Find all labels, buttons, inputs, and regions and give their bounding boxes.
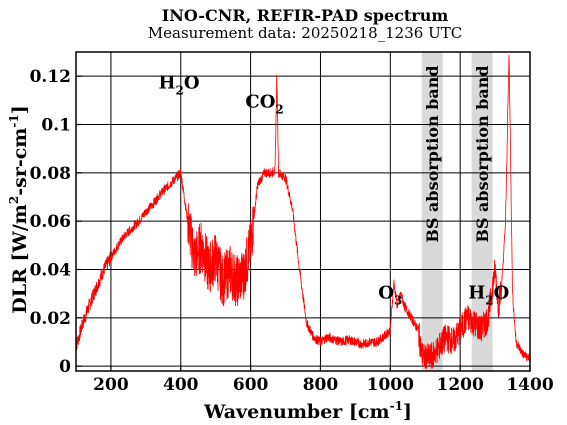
band-label-1: BS absorption band: [423, 65, 442, 242]
band-label-2: BS absorption band: [473, 65, 492, 242]
annotation-4: H2O: [468, 283, 509, 308]
bands-layer: [421, 52, 493, 371]
annotation-2: CO2: [245, 92, 283, 117]
y-tick-label: 0: [59, 357, 71, 377]
x-tick-label: 400: [163, 375, 199, 395]
y-tick-label: 0.04: [30, 261, 72, 281]
x-tick-label: 600: [233, 375, 269, 395]
annotation-1: H2O: [158, 72, 199, 97]
absorption-band-2: [471, 52, 493, 371]
x-tick-label: 1400: [506, 375, 553, 395]
annotation-3: O3: [378, 283, 402, 308]
x-tick-label: 1200: [436, 375, 483, 395]
chart-subtitle: Measurement data: 20250218_1236 UTC: [147, 24, 463, 42]
band-labels-layer: BS absorption band BS absorption band: [423, 65, 492, 242]
y-tick-label: 0.1: [41, 116, 71, 136]
spectrum-series-1: [75, 54, 531, 369]
plot-frame: [75, 51, 531, 372]
x-tick-label: 200: [93, 375, 129, 395]
y-axis-label: DLR [W/m2-sr-cm-1]: [7, 105, 31, 313]
y-tick-label: 0.06: [30, 212, 71, 232]
x-tick-label: 800: [303, 375, 339, 395]
x-axis-label: Wavenumber [cm-1]: [203, 399, 412, 423]
chart-title: INO-CNR, REFIR-PAD spectrum: [161, 6, 449, 25]
annotations-layer: H2O CO2 O3 H2O: [158, 72, 509, 307]
y-tick-label: 0.12: [30, 67, 71, 87]
absorption-band-1: [421, 52, 443, 371]
y-tick-label: 0.08: [30, 164, 71, 184]
x-tick-label: 1000: [367, 375, 414, 395]
y-tick-label: 0.02: [30, 309, 71, 329]
series-layer: [75, 54, 531, 369]
ticks-layer: 200 400 600 800 1000 1200 1400 0 0.02 0.04 0.06 0.0…: [30, 67, 554, 395]
